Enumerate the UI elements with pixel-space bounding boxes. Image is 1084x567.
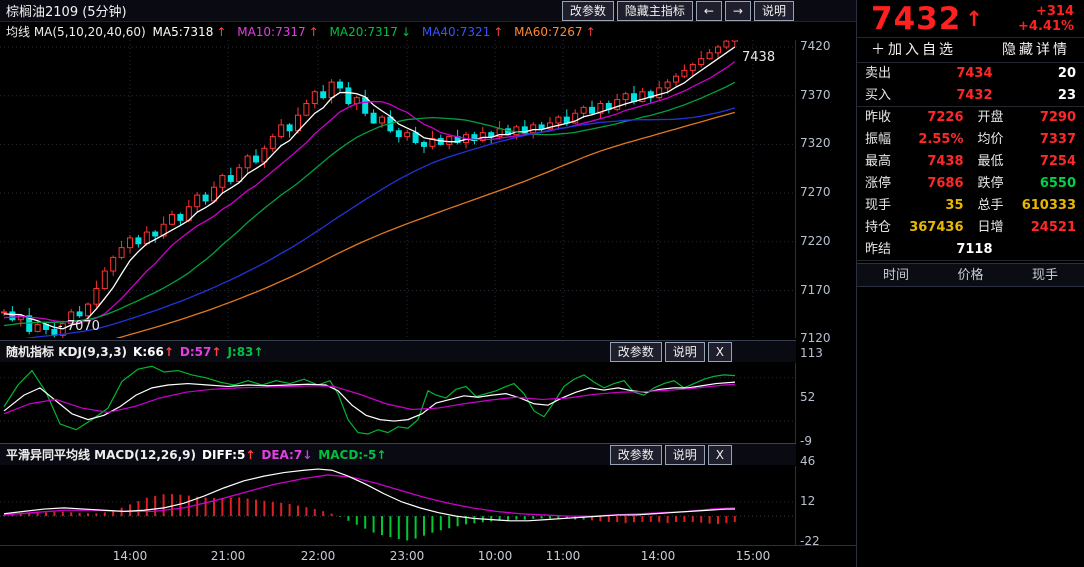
help-button[interactable]: 说明 — [753, 1, 794, 21]
hide-main-indicator-button[interactable]: 隐藏主指标 — [616, 1, 693, 21]
tick-list-empty — [857, 287, 1084, 547]
axis-label: 12 — [800, 493, 816, 508]
ma20-arrow-icon: ↓ — [400, 25, 412, 39]
kdj-change-params-button[interactable]: 改参数 — [609, 342, 662, 362]
macd-bar-arrow-icon: ↑ — [376, 447, 387, 462]
add-watchlist-button[interactable]: ＋加入自选 — [871, 42, 956, 58]
macd-close-button[interactable]: X — [707, 445, 732, 465]
tick-header-time: 时间 — [883, 268, 910, 283]
macd-chart[interactable] — [0, 466, 796, 545]
ma60-value: MA60:7267 — [514, 25, 583, 39]
tick-header-volume: 现手 — [1031, 268, 1058, 283]
ma-legend-prefix: 均线 MA(5,10,20,40,60) — [6, 25, 146, 39]
quote-panel: 7432 ↑ +314 +4.41% ＋加入自选 隐藏详情 卖出 7434 20 买入… — [856, 0, 1084, 567]
macd-title: 平滑异同平均线 MACD(12,26,9) — [6, 448, 197, 462]
axis-label: 7220 — [800, 233, 831, 248]
quote-row: 振幅 2.55% 均价 7337 — [865, 132, 1076, 147]
macd-help-button[interactable]: 说明 — [664, 445, 705, 465]
macd-panel-header: 平滑异同平均线 MACD(12,26,9) DIFF:5 ↑ DEA:7 ↓ MAC… — [0, 443, 796, 465]
ma20-value: MA20:7317 — [329, 25, 398, 39]
axis-label: 7370 — [800, 87, 831, 102]
svg-text:7438: 7438 — [742, 50, 775, 65]
tick-list-header: 时间 价格 现手 — [857, 263, 1084, 287]
titlebar-buttons: 改参数 隐藏主指标 ← → 说明 — [561, 1, 794, 21]
kdj-chart[interactable] — [0, 363, 796, 443]
axis-label: -22 — [800, 533, 820, 548]
quote-row: 持仓 367436 日增 24521 — [865, 220, 1076, 235]
kdj-help-button[interactable]: 说明 — [664, 342, 705, 362]
last-price: 7432 — [871, 0, 962, 37]
left-arrow-button[interactable]: ← — [695, 1, 722, 21]
quote-row: 涨停 7686 跌停 6550 — [865, 176, 1076, 191]
axis-label: 7270 — [800, 185, 831, 200]
quote-row: 昨收 7226 开盘 7290 — [865, 110, 1076, 125]
macd-buttons: 改参数 说明 X — [609, 445, 732, 465]
kdj-d-value: D:57 — [179, 344, 212, 359]
time-label: 21:00 — [210, 549, 246, 563]
time-axis: 14:00 21:00 22:00 23:00 10:00 11:00 14:00 15:00 — [0, 545, 856, 567]
right-arrow-button[interactable]: → — [724, 1, 751, 21]
time-label: 15:00 — [735, 549, 771, 563]
kdj-d-arrow-icon: ↑ — [211, 344, 222, 359]
macd-change-params-button[interactable]: 改参数 — [609, 445, 662, 465]
ma10-arrow-icon: ↑ — [308, 25, 319, 39]
ma5-arrow-icon: ↑ — [216, 25, 227, 39]
ma40-arrow-icon: ↑ — [493, 25, 504, 39]
axis-label: 7320 — [800, 136, 831, 151]
contract-title: 棕榈油2109 (5分钟) — [6, 5, 127, 20]
ma10-value: MA10:7317 — [237, 25, 306, 39]
axis-label: 7170 — [800, 282, 831, 297]
quote-table: 卖出 7434 20 买入 7432 23 昨收 7226 开盘 7290 振幅 2.55% 均价 733… — [857, 63, 1084, 261]
axis-label: -9 — [800, 433, 812, 448]
time-label: 14:00 — [640, 549, 676, 563]
chart-titlebar: 棕榈油2109 (5分钟) 改参数 隐藏主指标 ← → 说明 — [0, 0, 856, 22]
quote-row: 买入 7432 23 — [857, 85, 1084, 107]
macd-diff-value: DIFF:5 — [202, 447, 246, 462]
axis-label: 52 — [800, 389, 816, 404]
kdj-buttons: 改参数 说明 X — [609, 342, 732, 362]
change-value: +314 — [1035, 3, 1074, 19]
price-up-arrow-icon: ↑ — [965, 6, 983, 31]
macd-bar-value: MACD:-5 — [318, 447, 377, 462]
axis-label: 7120 — [800, 331, 831, 346]
macd-dea-arrow-icon: ↓ — [302, 447, 313, 462]
quote-row: 最高 7438 最低 7254 — [865, 154, 1076, 169]
ma40-value: MA40:7321 — [421, 25, 491, 39]
quote-row: 昨结 7118 — [857, 239, 1084, 261]
time-label: 11:00 — [545, 549, 581, 563]
quote-row: 现手 35 总手 610333 — [865, 198, 1076, 213]
time-label: 23:00 — [389, 549, 425, 563]
time-label: 10:00 — [477, 549, 513, 563]
svg-text:- 7070: - 7070 — [58, 319, 100, 334]
change-params-button[interactable]: 改参数 — [561, 1, 614, 21]
change-percent: +4.41% — [1018, 18, 1074, 34]
axis-label: 46 — [800, 454, 816, 468]
kdj-panel-header: 随机指标 KDJ(9,3,3) K:66 ↑ D:57 ↑ J:83 ↑ 改参数 说明… — [0, 340, 796, 362]
last-price-row: 7432 ↑ +314 +4.41% — [857, 0, 1084, 38]
ma5-value: MA5:7318 — [152, 25, 214, 39]
quote-actions: ＋加入自选 隐藏详情 — [857, 38, 1084, 63]
kdj-k-value: K:66 — [133, 344, 164, 359]
axis-label: 113 — [800, 346, 823, 360]
tick-header-price: 价格 — [957, 268, 984, 283]
axis-label: 7420 — [800, 39, 831, 53]
ma60-arrow-icon: ↑ — [585, 25, 596, 39]
time-label: 14:00 — [112, 549, 148, 563]
kdj-close-button[interactable]: X — [707, 342, 732, 362]
macd-dea-value: DEA:7 — [261, 447, 303, 462]
price-change: +314 +4.41% — [1018, 4, 1074, 34]
candlestick-chart[interactable]: 7438 - 7070 — [0, 40, 796, 338]
kdj-k-arrow-icon: ↑ — [163, 344, 174, 359]
kdj-j-value: J:83 — [227, 344, 254, 359]
kdj-j-arrow-icon: ↑ — [253, 344, 264, 359]
hide-details-button[interactable]: 隐藏详情 — [1002, 42, 1070, 58]
macd-diff-arrow-icon: ↑ — [245, 447, 256, 462]
ma-legend: 均线 MA(5,10,20,40,60) MA5:7318 ↑ MA10:7317… — [6, 23, 603, 40]
time-label: 22:00 — [300, 549, 336, 563]
kdj-title: 随机指标 KDJ(9,3,3) — [6, 345, 128, 359]
quote-row: 卖出 7434 20 — [865, 66, 1076, 81]
